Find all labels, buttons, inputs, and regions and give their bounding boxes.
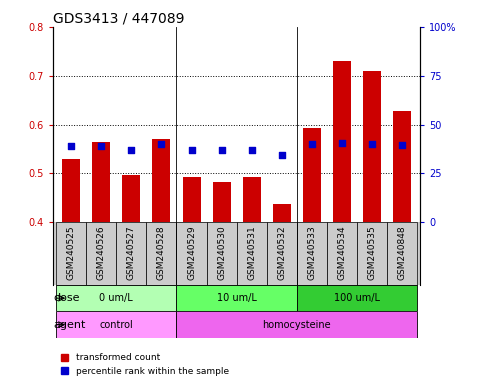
- FancyBboxPatch shape: [146, 222, 176, 285]
- Text: GSM240527: GSM240527: [127, 225, 136, 280]
- FancyBboxPatch shape: [237, 222, 267, 285]
- Text: 10 um/L: 10 um/L: [217, 293, 256, 303]
- Bar: [153, 139, 170, 222]
- Text: GSM240533: GSM240533: [307, 225, 316, 280]
- FancyBboxPatch shape: [86, 222, 116, 285]
- FancyBboxPatch shape: [56, 285, 176, 311]
- Point: [128, 147, 135, 153]
- Text: 100 um/L: 100 um/L: [334, 293, 380, 303]
- Bar: [92, 142, 110, 222]
- FancyBboxPatch shape: [176, 285, 297, 311]
- Point: [338, 140, 346, 146]
- FancyBboxPatch shape: [387, 222, 417, 285]
- Point: [218, 147, 226, 153]
- Bar: [183, 177, 200, 222]
- Legend: transformed count, percentile rank within the sample: transformed count, percentile rank withi…: [57, 350, 232, 379]
- FancyBboxPatch shape: [176, 222, 207, 285]
- Point: [398, 142, 406, 148]
- Point: [157, 141, 165, 147]
- Point: [278, 152, 285, 158]
- Text: GSM240525: GSM240525: [67, 225, 76, 280]
- Bar: [122, 175, 141, 222]
- Bar: [303, 128, 321, 222]
- Point: [67, 143, 75, 149]
- FancyBboxPatch shape: [297, 285, 417, 311]
- Text: GDS3413 / 447089: GDS3413 / 447089: [53, 12, 185, 26]
- Bar: [273, 204, 291, 222]
- Text: GSM240530: GSM240530: [217, 225, 226, 280]
- FancyBboxPatch shape: [207, 222, 237, 285]
- Text: GSM240848: GSM240848: [398, 225, 407, 280]
- FancyBboxPatch shape: [176, 311, 417, 338]
- Text: GSM240529: GSM240529: [187, 225, 196, 280]
- FancyBboxPatch shape: [116, 222, 146, 285]
- Text: GSM240532: GSM240532: [277, 225, 286, 280]
- Text: homocysteine: homocysteine: [263, 319, 331, 330]
- Point: [248, 147, 256, 153]
- FancyBboxPatch shape: [56, 222, 86, 285]
- Text: GSM240534: GSM240534: [338, 225, 346, 280]
- Bar: [333, 61, 351, 222]
- Text: 0 um/L: 0 um/L: [99, 293, 133, 303]
- FancyBboxPatch shape: [357, 222, 387, 285]
- Text: dose: dose: [54, 293, 80, 303]
- FancyBboxPatch shape: [327, 222, 357, 285]
- Text: agent: agent: [54, 319, 86, 330]
- Bar: [393, 111, 411, 222]
- Point: [308, 141, 316, 147]
- Point: [368, 141, 376, 147]
- Text: GSM240535: GSM240535: [368, 225, 377, 280]
- Bar: [363, 71, 381, 222]
- Text: GSM240528: GSM240528: [157, 225, 166, 280]
- FancyBboxPatch shape: [56, 311, 176, 338]
- Text: GSM240531: GSM240531: [247, 225, 256, 280]
- Point: [98, 143, 105, 149]
- Bar: [242, 177, 261, 222]
- Text: GSM240526: GSM240526: [97, 225, 106, 280]
- FancyBboxPatch shape: [297, 222, 327, 285]
- FancyBboxPatch shape: [267, 222, 297, 285]
- Text: control: control: [99, 319, 133, 330]
- Bar: [213, 182, 231, 222]
- Bar: [62, 159, 80, 222]
- Point: [188, 147, 196, 153]
